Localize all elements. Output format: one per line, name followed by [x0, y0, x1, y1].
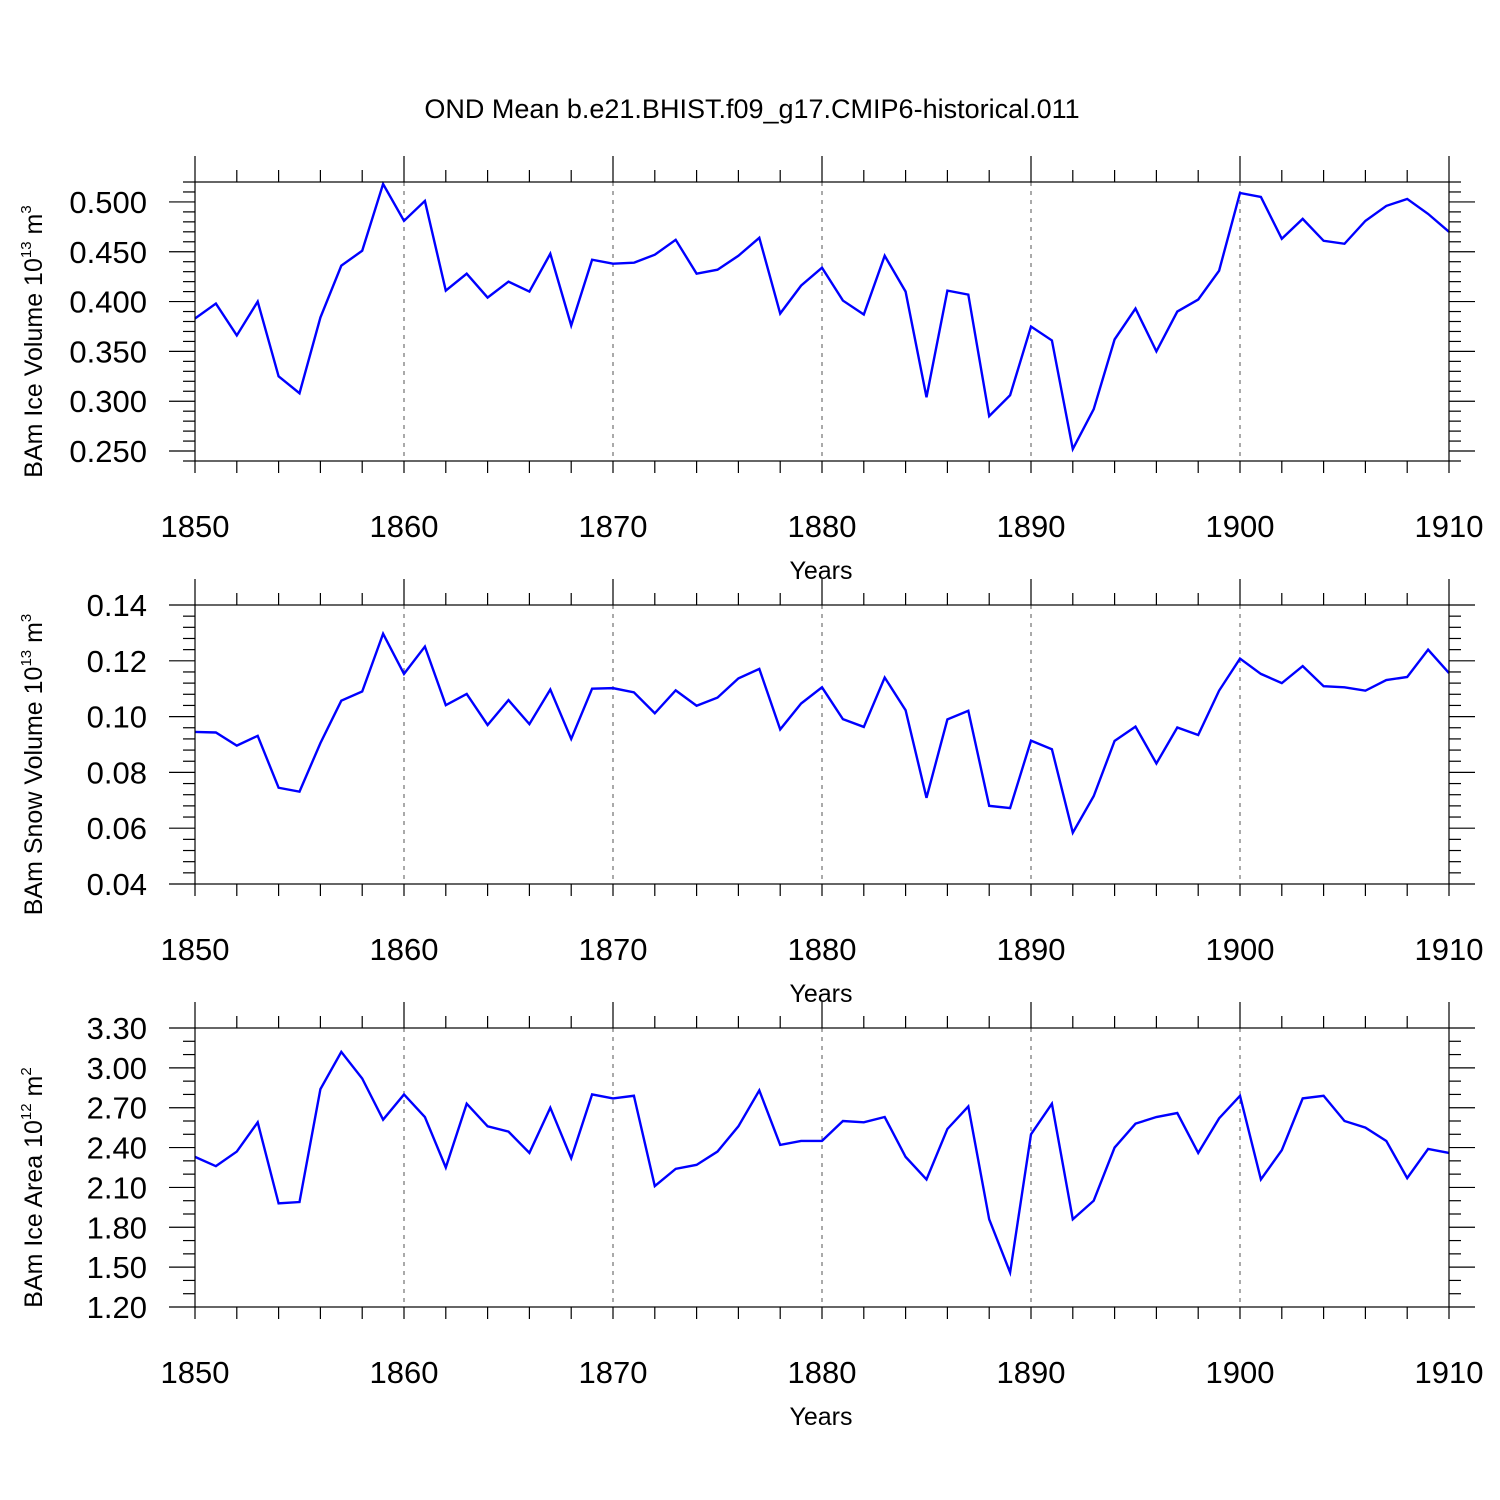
- y-axis-title: BAm Ice Area 1012 m2: [18, 1067, 48, 1307]
- series-line: [194, 630, 1450, 836]
- y-tick-label: 0.450: [69, 235, 147, 270]
- y-axis-title-unit-exponent: 3: [18, 614, 35, 622]
- x-tick-label: 1880: [788, 932, 857, 967]
- series-line: [194, 1049, 1450, 1278]
- x-tick-label: 1850: [161, 1355, 230, 1390]
- y-tick-label: 3.00: [87, 1051, 147, 1086]
- y-axis-title-exponent: 12: [18, 1103, 35, 1120]
- y-tick-label: 0.500: [69, 185, 147, 220]
- y-tick-label: 3.30: [87, 1011, 147, 1046]
- y-axis-title-exponent: 13: [18, 241, 35, 258]
- x-tick-label: 1880: [788, 1355, 857, 1390]
- y-tick-label: 0.12: [87, 644, 147, 679]
- x-tick-label: 1870: [579, 932, 648, 967]
- x-tick-label: 1900: [1206, 932, 1275, 967]
- x-axis-title: Years: [789, 1403, 852, 1431]
- x-axis-title: Years: [789, 557, 852, 585]
- y-tick-label: 0.10: [87, 700, 147, 735]
- x-tick-label: 1870: [579, 509, 648, 544]
- x-tick-label: 1910: [1415, 1355, 1484, 1390]
- x-tick-label: 1850: [161, 932, 230, 967]
- y-axis-title-base: BAm Snow Volume 10: [20, 667, 48, 916]
- y-axis-title: BAm Snow Volume 1013 m3: [18, 614, 48, 916]
- y-tick-label: 0.08: [87, 755, 147, 790]
- x-tick-label: 1890: [997, 1355, 1066, 1390]
- y-tick-label: 1.20: [87, 1290, 147, 1325]
- y-tick-label: 0.300: [69, 384, 147, 419]
- y-axis-title-exponent: 13: [18, 650, 35, 667]
- x-tick-label: 1880: [788, 509, 857, 544]
- y-axis-title-unit-exponent: 2: [18, 1067, 35, 1075]
- y-axis-title-unit: m: [20, 214, 48, 242]
- x-tick-label: 1900: [1206, 509, 1275, 544]
- y-axis-title-unit: m: [20, 1076, 48, 1104]
- panels: 1850 1860 1870 1880 1890 1900 1910 0.250 0.300 0.…: [18, 156, 1483, 1431]
- y-tick-label: 1.80: [87, 1210, 147, 1245]
- y-tick-label: 0.06: [87, 811, 147, 846]
- y-tick-label: 2.40: [87, 1131, 147, 1166]
- panel-snow-volume: 1850 1860 1870 1880 1890 1900 1910 0.04 0.06 0.08…: [18, 579, 1483, 1008]
- y-axis-title-unit-exponent: 3: [18, 205, 35, 213]
- x-tick-label: 1860: [370, 509, 439, 544]
- y-axis-title-base: BAm Ice Area 10: [20, 1120, 48, 1308]
- y-tick-label: 0.250: [69, 434, 147, 469]
- series-line: [194, 180, 1450, 453]
- y-tick-label: 1.50: [87, 1250, 147, 1285]
- x-tick-label: 1910: [1415, 509, 1484, 544]
- x-tick-label: 1850: [161, 509, 230, 544]
- x-tick-label: 1860: [370, 1355, 439, 1390]
- x-tick-label: 1860: [370, 932, 439, 967]
- y-tick-label: 0.14: [87, 588, 147, 623]
- y-axis-title-unit: m: [20, 622, 48, 650]
- x-tick-label: 1900: [1206, 1355, 1275, 1390]
- panel-ice-volume: 1850 1860 1870 1880 1890 1900 1910 0.250 0.300 0.…: [18, 156, 1483, 585]
- y-tick-label: 0.350: [69, 334, 147, 369]
- y-tick-label: 0.04: [87, 867, 147, 902]
- x-tick-label: 1870: [579, 1355, 648, 1390]
- y-tick-label: 2.10: [87, 1170, 147, 1205]
- x-tick-label: 1890: [997, 509, 1066, 544]
- figure-title: OND Mean b.e21.BHIST.f09_g17.CMIP6-histo…: [424, 94, 1079, 124]
- panel-ice-area: 1850 1860 1870 1880 1890 1900 1910 1.20 1.50 1.80…: [18, 1002, 1483, 1431]
- y-tick-label: 0.400: [69, 285, 147, 320]
- x-tick-label: 1910: [1415, 932, 1484, 967]
- y-axis-title-base: BAm Ice Volume 10: [20, 258, 48, 478]
- y-tick-label: 2.70: [87, 1091, 147, 1126]
- y-axis-title: BAm Ice Volume 1013 m3: [18, 205, 48, 477]
- x-tick-label: 1890: [997, 932, 1066, 967]
- x-axis-title: Years: [789, 980, 852, 1008]
